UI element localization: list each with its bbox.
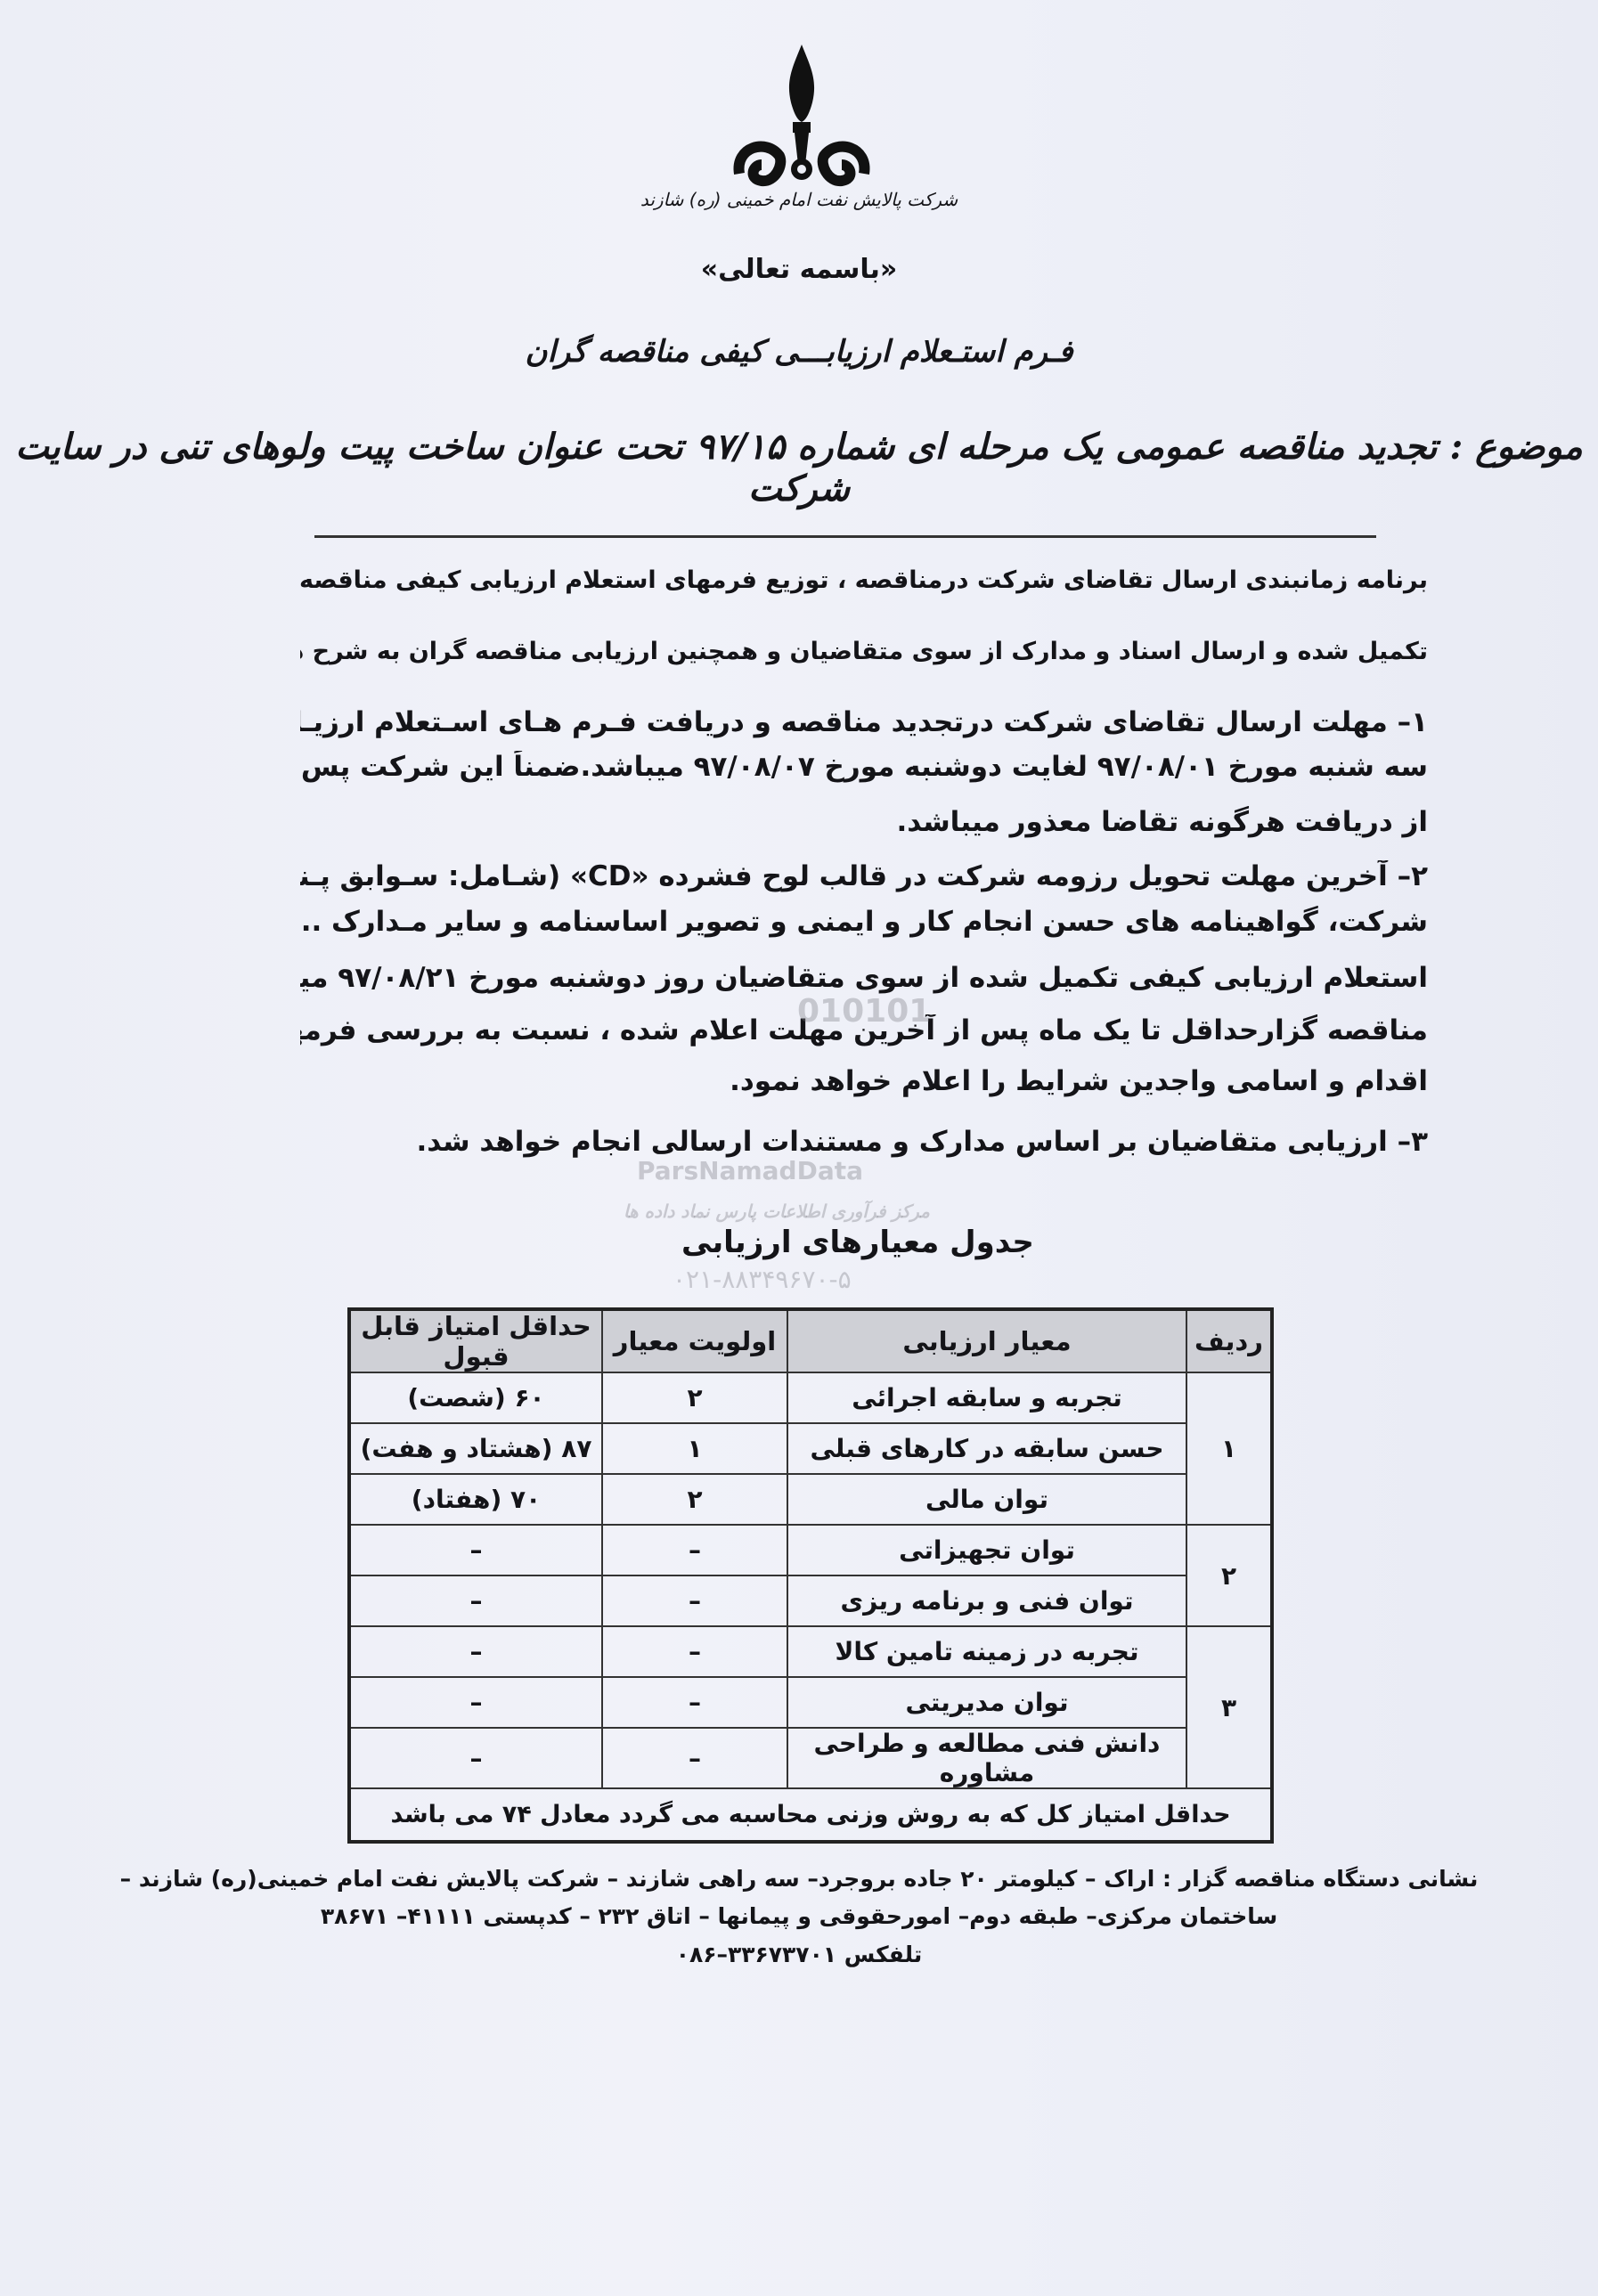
item-3-line: ۳– ارزیابی متقاضیان بر اساس مدارک و مستن… xyxy=(416,1126,1428,1158)
priority: – xyxy=(600,1727,788,1789)
watermark-tagline: مرکز فرآوری اطلاعات پارس نماد داده ها xyxy=(624,1201,930,1222)
item-1-line: از دریافت هرگونه تقاضا معذور میباشد. xyxy=(896,806,1428,838)
divider xyxy=(314,535,1376,538)
company-name: شرکت پالایش نفت امام خمینی (ره) شازند xyxy=(640,189,958,210)
table-row: ۲ توان تجهیزاتی – – xyxy=(348,1524,1274,1627)
criterion: توان مالی xyxy=(786,1473,1187,1526)
row-no: ۲ xyxy=(1185,1524,1274,1627)
item-1-line: ۱– مهلت ارسال تقاضای شرکت درتجدید مناقصه… xyxy=(300,706,1428,738)
criterion: دانش فنی مطالعه و طراحی مشاوره xyxy=(786,1727,1187,1789)
watermark-phone: ۰۲۱-۸۸۳۴۹۶۷۰-۵ xyxy=(673,1265,852,1294)
table-row: دانش فنی مطالعه و طراحی مشاوره – – xyxy=(348,1727,1272,1789)
header-criterion: معیار ارزیابی xyxy=(786,1308,1187,1373)
table-row: ۱ تجربه و سابقه اجرائی ۲ ۶۰ (شصت) xyxy=(348,1372,1274,1526)
criterion: توان فنی و برنامه ریزی xyxy=(786,1575,1187,1627)
row-no: ۱ xyxy=(1185,1372,1274,1526)
item-1-line: سه شنبه مورخ ۹۷/۰۸/۰۱ لغایت دوشنبه مورخ … xyxy=(300,751,1428,783)
min-score: ۸۷ (هشتاد و هفت) xyxy=(348,1422,603,1475)
intro-line: تکمیل شده و ارسال اسناد و مدارک از سوی م… xyxy=(300,638,1428,665)
min-score: – xyxy=(348,1727,603,1789)
min-score: – xyxy=(348,1524,603,1576)
min-score: ۷۰ (هفتاد) xyxy=(348,1473,603,1526)
priority: ۲ xyxy=(600,1473,788,1526)
invocation: «باسمه تعالی» xyxy=(700,254,898,285)
criterion: توان تجهیزاتی xyxy=(786,1524,1187,1576)
subject-line: موضوع : تجدید مناقصه عمومی یک مرحله ای ش… xyxy=(15,426,1583,509)
form-title: فـرم استـعلام ارزیابـــی کیفی مناقصه گرا… xyxy=(525,334,1073,370)
priority: – xyxy=(600,1575,788,1627)
priority: ۱ xyxy=(600,1422,788,1475)
header-row-no: ردیف xyxy=(1185,1308,1274,1373)
table-row: توان فنی و برنامه ریزی – – xyxy=(348,1575,1272,1627)
company-logo xyxy=(733,45,870,187)
priority: – xyxy=(600,1676,788,1729)
criterion: تجربه و سابقه اجرائی xyxy=(786,1372,1187,1424)
header-priority: اولویت معیار xyxy=(600,1308,788,1373)
row-no: ۳ xyxy=(1185,1625,1274,1789)
evaluation-criteria-table: ردیف معیار ارزیابی اولویت معیار حداقل ام… xyxy=(347,1307,1274,1844)
item-2-line: اقدام و اسامی واجدین شرایط را اعلام خواه… xyxy=(730,1065,1428,1097)
criterion: تجربه در زمینه تامین کالا xyxy=(786,1625,1187,1678)
table-row: ۳ تجربه در زمینه تامین کالا – – xyxy=(348,1625,1274,1789)
total-score-note: حداقل امتیاز کل که به روش وزنی محاسبه می… xyxy=(348,1787,1273,1843)
min-score: ۶۰ (شصت) xyxy=(348,1372,603,1424)
watermark-code: 010101 xyxy=(797,993,932,1030)
min-score: – xyxy=(348,1625,603,1678)
table-row: توان مالی ۲ ۷۰ (هفتاد) xyxy=(348,1473,1272,1526)
footer-address-line: نشانی دستگاه مناقصه گزار : اراک – کیلومت… xyxy=(119,1866,1479,1892)
item-2-line: مناقصه گزارحداقل تا یک ماه پس از آخرین م… xyxy=(300,1014,1428,1046)
criterion: توان مدیریتی xyxy=(786,1676,1187,1729)
watermark-brand: ParsNamadData xyxy=(637,1156,863,1185)
table-total-row: حداقل امتیاز کل که به روش وزنی محاسبه می… xyxy=(348,1787,1273,1843)
min-score: – xyxy=(348,1575,603,1627)
min-score: – xyxy=(348,1676,603,1729)
header-min-score: حداقل امتیاز قابل قبول xyxy=(348,1308,603,1373)
priority: – xyxy=(600,1625,788,1678)
item-2-line: ۲– آخرین مهلت تحویل رزومه شرکت در قالب ل… xyxy=(300,860,1428,892)
table-row: توان مدیریتی – – xyxy=(348,1676,1272,1729)
intro-line: برنامه زمانبندی ارسال تقاضای شرکت درمناق… xyxy=(300,566,1428,594)
criterion: حسن سابقه در کارهای قبلی xyxy=(786,1422,1187,1475)
item-2-line: شرکت، گواهینامه های حسن انجام کار و ایمن… xyxy=(300,906,1428,938)
priority: – xyxy=(600,1524,788,1576)
table-row: حسن سابقه در کارهای قبلی ۱ ۸۷ (هشتاد و ه… xyxy=(348,1422,1272,1475)
footer-telefax: تلفکس ۳۳۶۷۳۷۰۱–۰۸۶ xyxy=(675,1942,923,1967)
priority: ۲ xyxy=(600,1372,788,1424)
item-2-line: استعلام ارزیابی کیفی تکمیل شده از سوی مت… xyxy=(300,962,1428,994)
table-title: جدول معیارهای ارزیابی xyxy=(681,1225,1034,1260)
footer-address-line: ساختمان مرکزی– طبقه دوم– امورحقوقی و پیم… xyxy=(320,1903,1278,1929)
table-header-row: ردیف معیار ارزیابی اولویت معیار حداقل ام… xyxy=(348,1308,1274,1373)
